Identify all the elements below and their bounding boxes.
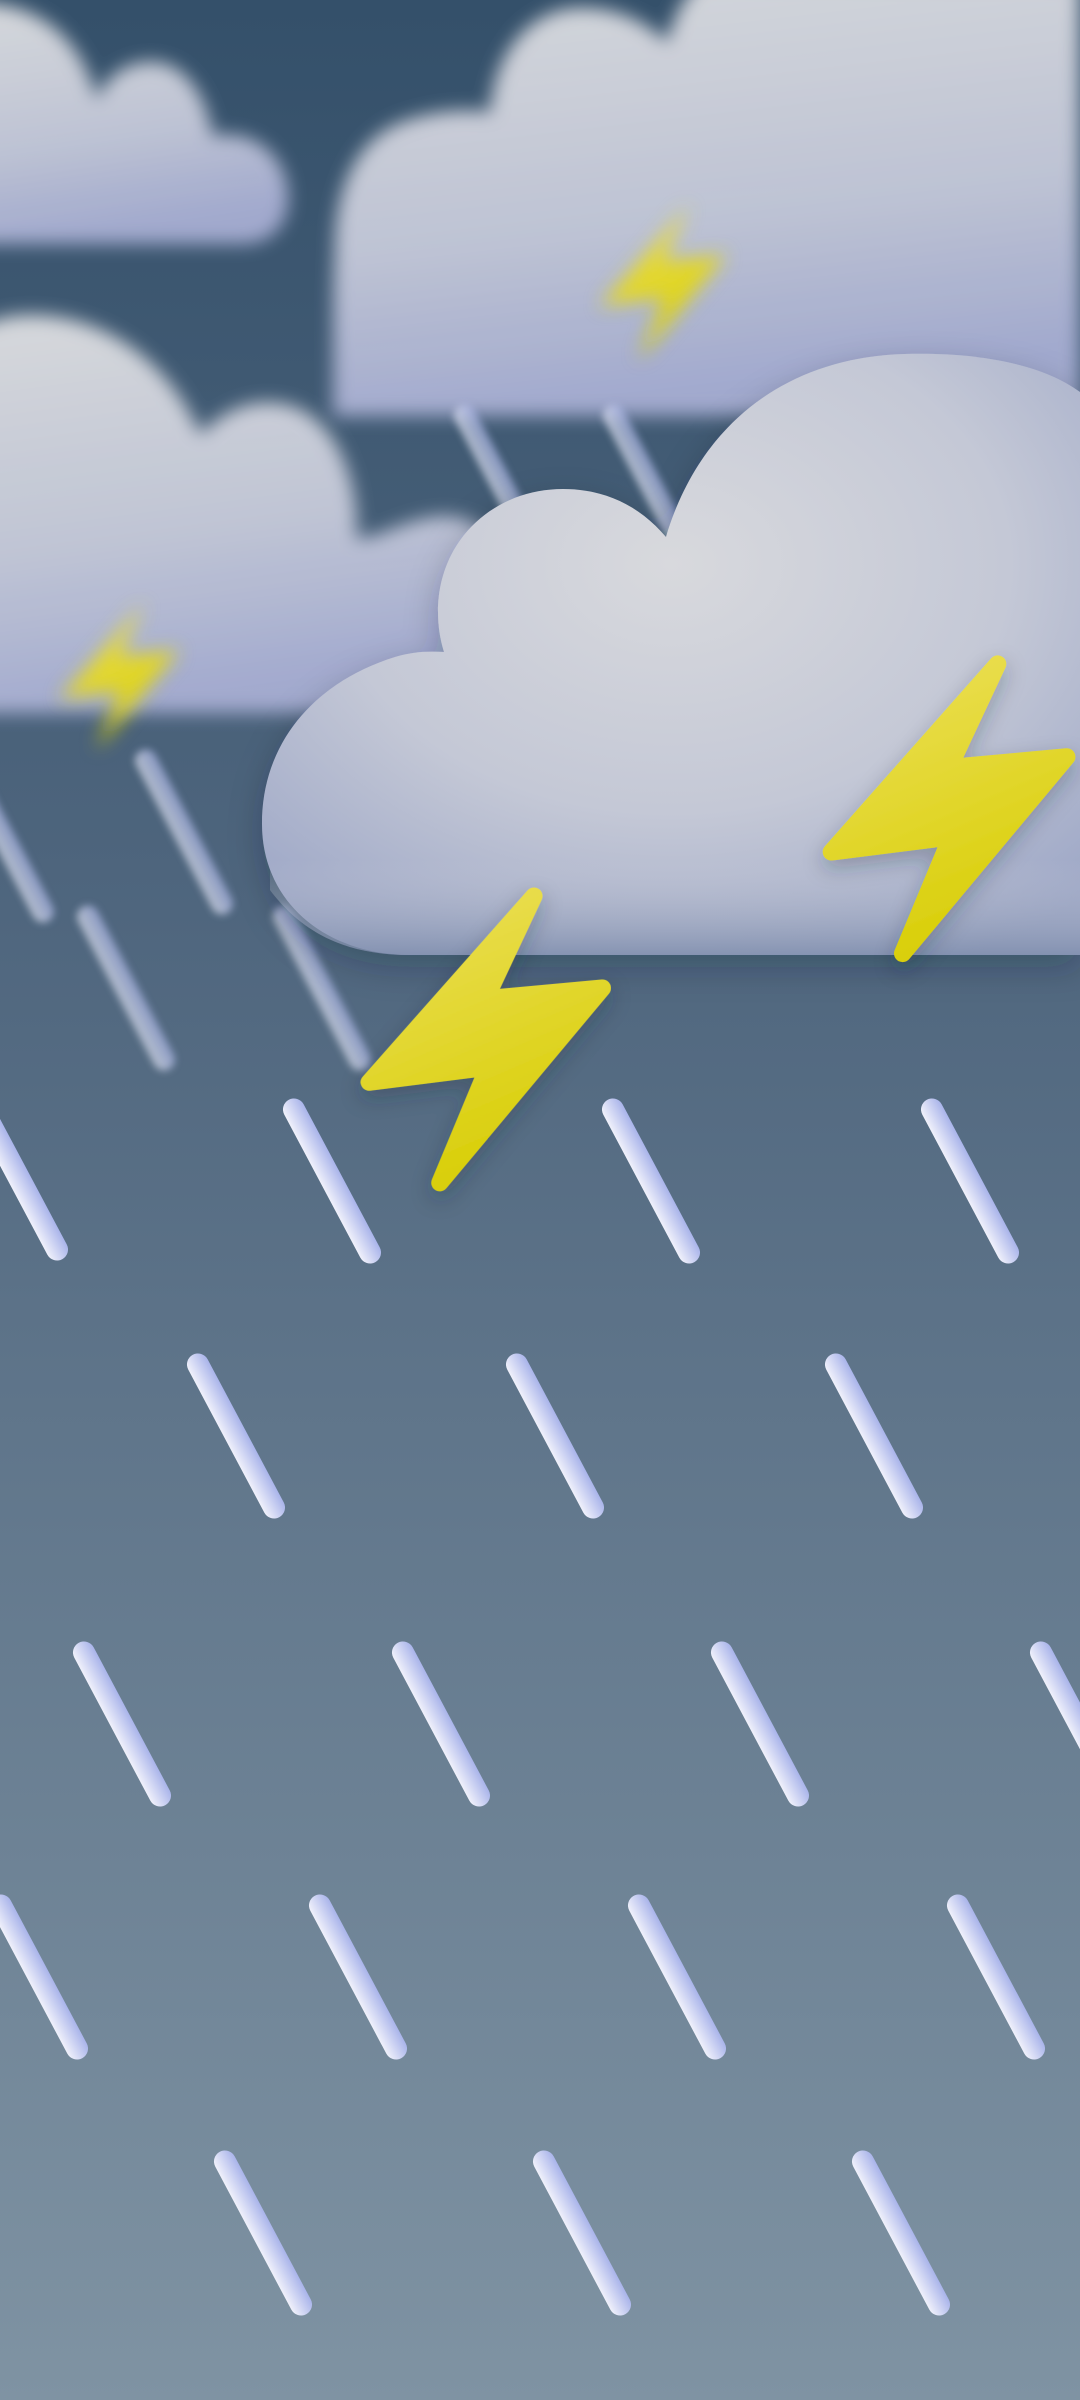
background-cloud-top-left [0, 4, 289, 244]
background-cloud-top-right [333, 0, 1080, 416]
